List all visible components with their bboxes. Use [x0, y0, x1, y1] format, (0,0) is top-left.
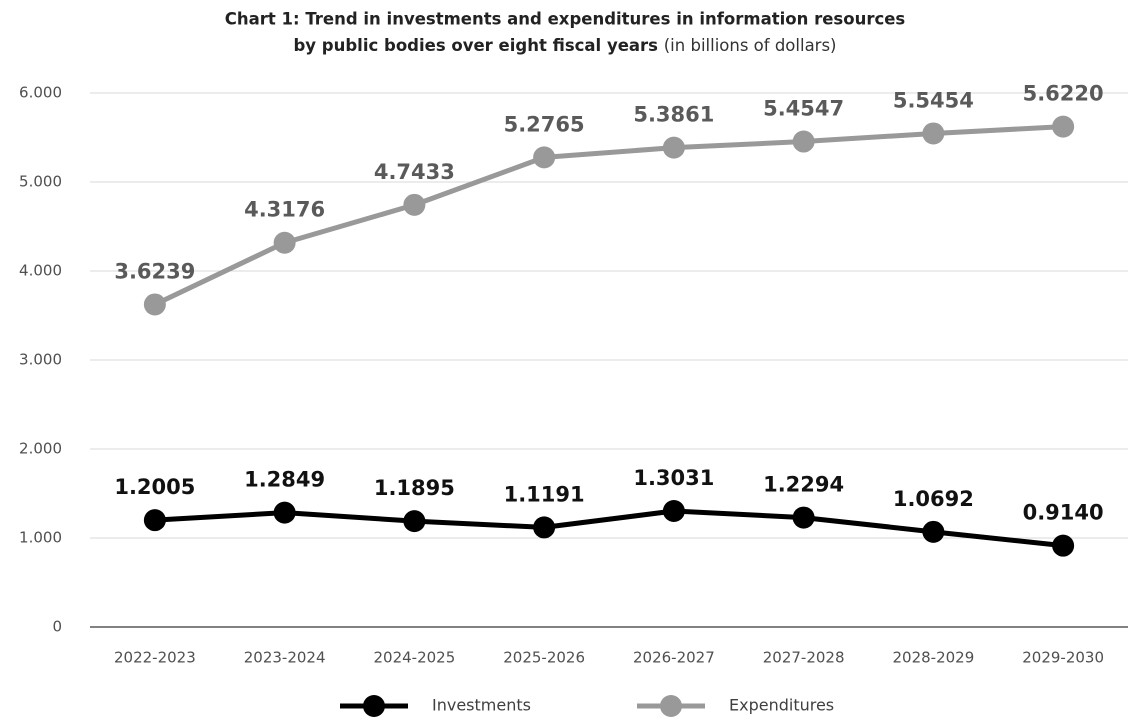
y-tick-label: 4.000 [19, 262, 62, 280]
data-point [533, 146, 556, 169]
data-point [662, 136, 685, 159]
data-label: 1.1191 [504, 482, 585, 506]
y-tick-label: 5.000 [19, 173, 62, 191]
data-label: 1.1895 [374, 476, 455, 500]
x-tick-label: 2026-2027 [633, 649, 715, 667]
data-point [922, 520, 945, 543]
data-point [662, 500, 685, 523]
x-tick-label: 2025-2026 [503, 649, 585, 667]
data-label: 5.5454 [893, 88, 974, 112]
data-point [922, 122, 945, 145]
data-point [403, 193, 426, 216]
data-label: 5.3861 [633, 103, 714, 127]
x-tick-label: 2024-2025 [373, 649, 455, 667]
unit-note: (in billions of dollars) [664, 36, 837, 55]
data-point [1052, 115, 1075, 138]
x-tick-label: 2027-2028 [763, 649, 845, 667]
data-point [792, 130, 815, 153]
data-label: 5.4547 [763, 97, 844, 121]
data-point [792, 506, 815, 529]
data-label: 0.9140 [1023, 501, 1104, 525]
data-point [143, 293, 166, 316]
data-point [143, 509, 166, 532]
data-label: 1.3031 [633, 466, 714, 490]
data-point [1052, 534, 1075, 557]
data-label: 4.3176 [244, 198, 325, 222]
data-label: 1.2294 [763, 473, 844, 497]
y-tick-label: 2.000 [19, 440, 62, 458]
legend-label: Expenditures [729, 696, 834, 715]
data-point [403, 510, 426, 533]
x-tick-label: 2029-2030 [1022, 649, 1104, 667]
y-tick-label: 0 [52, 618, 62, 636]
x-tick-label: 2023-2024 [244, 649, 326, 667]
data-label: 3.6239 [114, 259, 195, 283]
data-label: 1.2005 [114, 475, 195, 499]
data-label: 1.0692 [893, 487, 974, 511]
chart-title-line: by public bodies over eight fiscal years [294, 36, 659, 55]
data-label: 4.7433 [374, 160, 455, 184]
data-point [533, 516, 556, 539]
x-tick-label: 2028-2029 [892, 649, 974, 667]
legend-marker [363, 695, 385, 717]
series-line [154, 508, 1064, 549]
x-tick-label: 2022-2023 [114, 649, 196, 667]
legend-marker [660, 695, 682, 717]
series-line [153, 124, 1064, 307]
data-point [273, 501, 296, 524]
data-label: 1.2849 [244, 468, 325, 492]
data-label: 5.6220 [1023, 82, 1104, 106]
data-label: 5.2765 [504, 112, 585, 136]
legend-label: Investments [432, 696, 531, 715]
data-point [273, 231, 296, 254]
y-tick-label: 6.000 [19, 84, 62, 102]
chart-title: Chart 1: Trend in investments and expend… [225, 10, 906, 29]
y-tick-label: 1.000 [19, 529, 62, 547]
y-tick-label: 3.000 [19, 351, 62, 369]
chart-title: by public bodies over eight fiscal years… [294, 36, 837, 55]
